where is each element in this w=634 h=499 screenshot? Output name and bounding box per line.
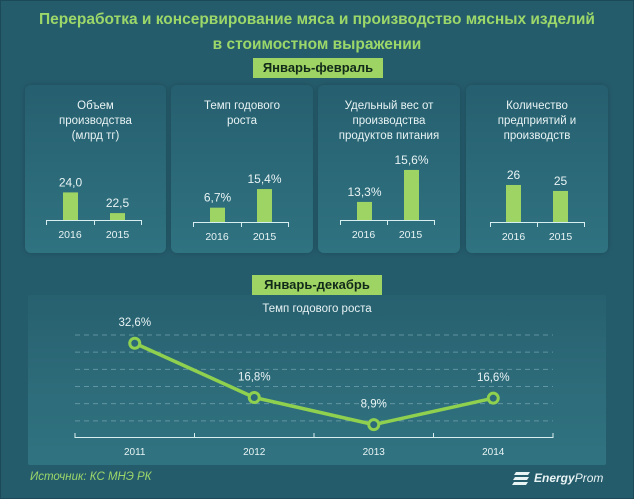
logo-text: EnergyProm: [534, 471, 603, 485]
panel-title-line: производства: [59, 115, 132, 127]
panel-title-line: Темп годового: [203, 100, 280, 112]
panel-title-line: Удельный вес от: [344, 100, 434, 112]
panel-title-line: Объем: [77, 100, 114, 112]
logo-stripes-icon: [512, 472, 530, 485]
page-title-line-1: Переработка и консервирование мяса и про…: [39, 11, 595, 28]
panel-growth-rate: Темп годового роста: [171, 85, 313, 253]
panel-title-line: продуктов питания: [338, 130, 440, 142]
section-badge-jan-dec: Январь-декабрь: [252, 275, 382, 295]
section-badge-jan-feb: Январь-февраль: [253, 58, 383, 78]
energyprom-logo: EnergyProm: [512, 470, 607, 488]
panel-title-line: роста: [226, 115, 258, 127]
panel-title: Объем производства (млрд тг): [25, 99, 166, 144]
logo-text-bold: Energy: [534, 471, 575, 485]
panel-title-line: (млрд тг): [71, 130, 120, 142]
panel-title: Темп годового роста: [171, 99, 313, 129]
panel-title: Количество предприятий и производств: [466, 99, 608, 144]
panel-title-line: производств: [503, 130, 571, 142]
panel-production-volume: Объем производства (млрд тг): [25, 85, 166, 253]
panel-title: Удельный вес от производства продуктов п…: [318, 99, 460, 144]
panel-title-line: производства: [352, 115, 426, 127]
panel-enterprise-count: Количество предприятий и производств: [466, 85, 608, 253]
logo-text-light: Prom: [574, 471, 604, 485]
panel-annual-growth-line: Темп годового роста: [28, 295, 606, 465]
source-note: Источник: КС МНЭ РК: [30, 471, 152, 483]
page-title-line-2: в стоимостном выражении: [212, 36, 422, 53]
line-chart-title: Темп годового роста: [262, 303, 372, 315]
panel-title-line: предприятий и: [497, 115, 577, 127]
panel-food-share: Удельный вес от производства продуктов п…: [318, 85, 460, 253]
panel-title-line: Количество: [506, 100, 568, 112]
